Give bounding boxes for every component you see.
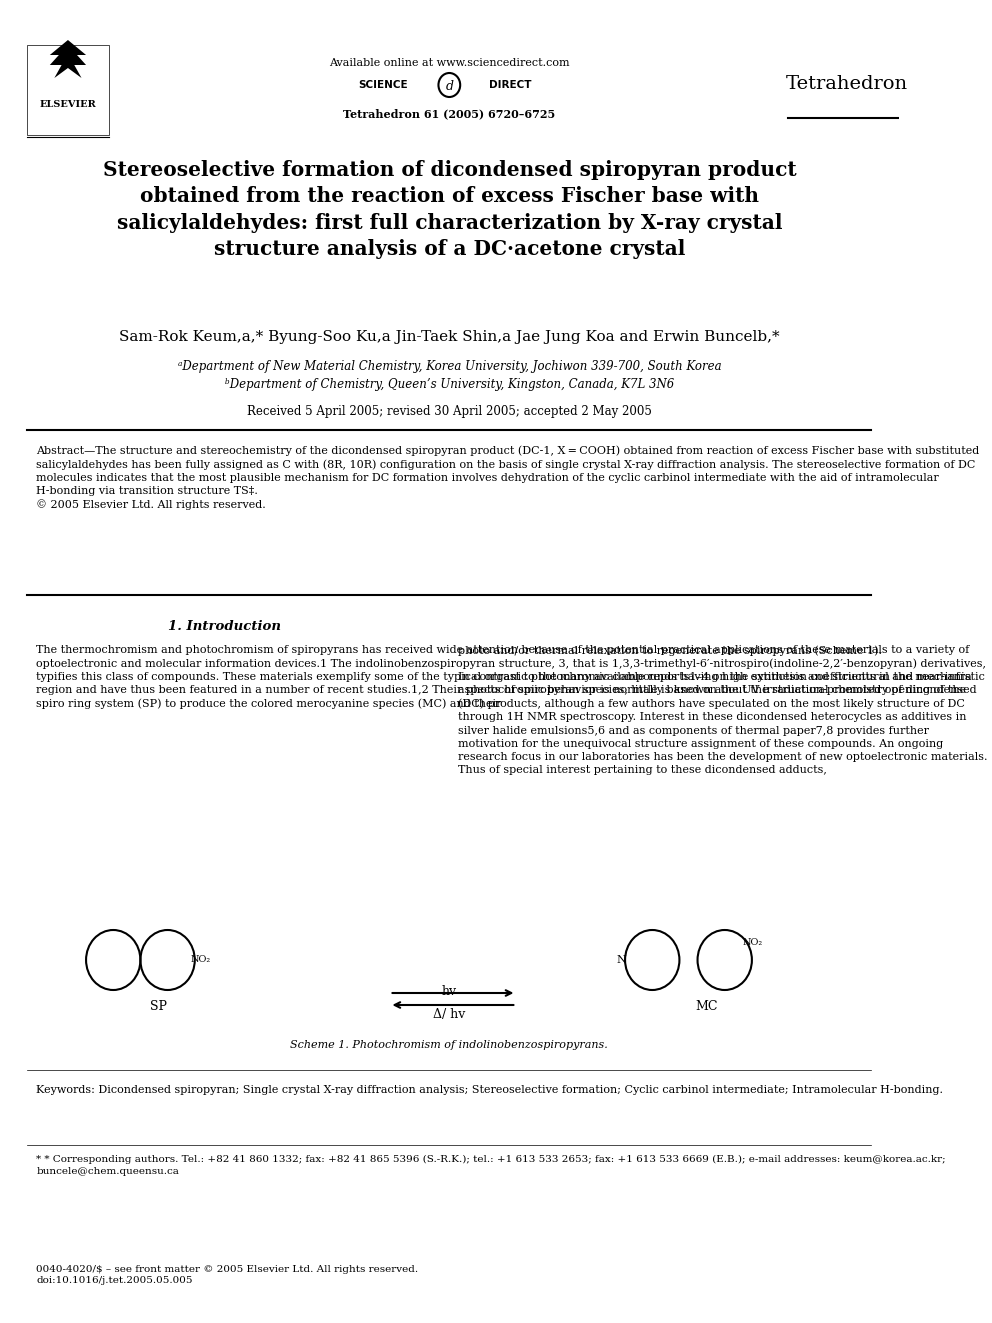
Text: SP: SP bbox=[150, 1000, 167, 1013]
Text: photo and/or thermal relaxation to regenerate the spiropyrans (Scheme 1).

In co: photo and/or thermal relaxation to regen… bbox=[458, 646, 988, 775]
Text: ᵇDepartment of Chemistry, Queen’s University, Kingston, Canada, K7L 3N6: ᵇDepartment of Chemistry, Queen’s Univer… bbox=[225, 378, 674, 392]
Text: NO₂: NO₂ bbox=[190, 955, 210, 964]
Text: Received 5 April 2005; revised 30 April 2005; accepted 2 May 2005: Received 5 April 2005; revised 30 April … bbox=[247, 405, 652, 418]
Text: Keywords: Dicondensed spiropyran; Single crystal X-ray diffraction analysis; Ste: Keywords: Dicondensed spiropyran; Single… bbox=[37, 1085, 943, 1095]
Text: SCIENCE: SCIENCE bbox=[358, 79, 408, 90]
Text: DIRECT: DIRECT bbox=[489, 79, 532, 90]
Text: Δ/ hv: Δ/ hv bbox=[434, 1008, 465, 1021]
Text: Sam-Rok Keum,a,* Byung-Soo Ku,a Jin-Taek Shin,a Jae Jung Koa and Erwin Buncelb,*: Sam-Rok Keum,a,* Byung-Soo Ku,a Jin-Taek… bbox=[119, 329, 780, 344]
Text: ELSEVIER: ELSEVIER bbox=[40, 101, 96, 108]
Bar bbox=[27, 45, 109, 135]
Text: Abstract—The structure and stereochemistry of the dicondensed spiropyran product: Abstract—The structure and stereochemist… bbox=[37, 445, 979, 511]
Text: 0040-4020/$ – see front matter © 2005 Elsevier Ltd. All rights reserved.
doi:10.: 0040-4020/$ – see front matter © 2005 El… bbox=[37, 1265, 419, 1286]
Text: MC: MC bbox=[695, 1000, 718, 1013]
Text: Tetrahedron 61 (2005) 6720–6725: Tetrahedron 61 (2005) 6720–6725 bbox=[343, 108, 556, 119]
Text: Scheme 1. Photochromism of indolinobenzospiropyrans.: Scheme 1. Photochromism of indolinobenzo… bbox=[291, 1040, 608, 1050]
Text: 1. Introduction: 1. Introduction bbox=[169, 620, 281, 632]
Text: * * Corresponding authors. Tel.: +82 41 860 1332; fax: +82 41 865 5396 (S.-R.K.): * * Corresponding authors. Tel.: +82 41 … bbox=[37, 1155, 945, 1176]
Text: hv: hv bbox=[441, 986, 457, 998]
Text: ᵃDepartment of New Material Chemistry, Korea University, Jochiwon 339-700, South: ᵃDepartment of New Material Chemistry, K… bbox=[178, 360, 721, 373]
Text: Tetrahedron: Tetrahedron bbox=[786, 75, 908, 93]
Text: Stereoselective formation of dicondensed spiropyran product
obtained from the re: Stereoselective formation of dicondensed… bbox=[102, 160, 797, 259]
Text: d: d bbox=[445, 81, 453, 94]
Text: NO₂: NO₂ bbox=[743, 938, 763, 947]
Text: Available online at www.sciencedirect.com: Available online at www.sciencedirect.co… bbox=[329, 58, 569, 67]
Text: N: N bbox=[616, 955, 626, 964]
Text: The thermochromism and photochromism of spiropyrans has received wide attention : The thermochromism and photochromism of … bbox=[37, 646, 986, 709]
Polygon shape bbox=[50, 40, 86, 78]
